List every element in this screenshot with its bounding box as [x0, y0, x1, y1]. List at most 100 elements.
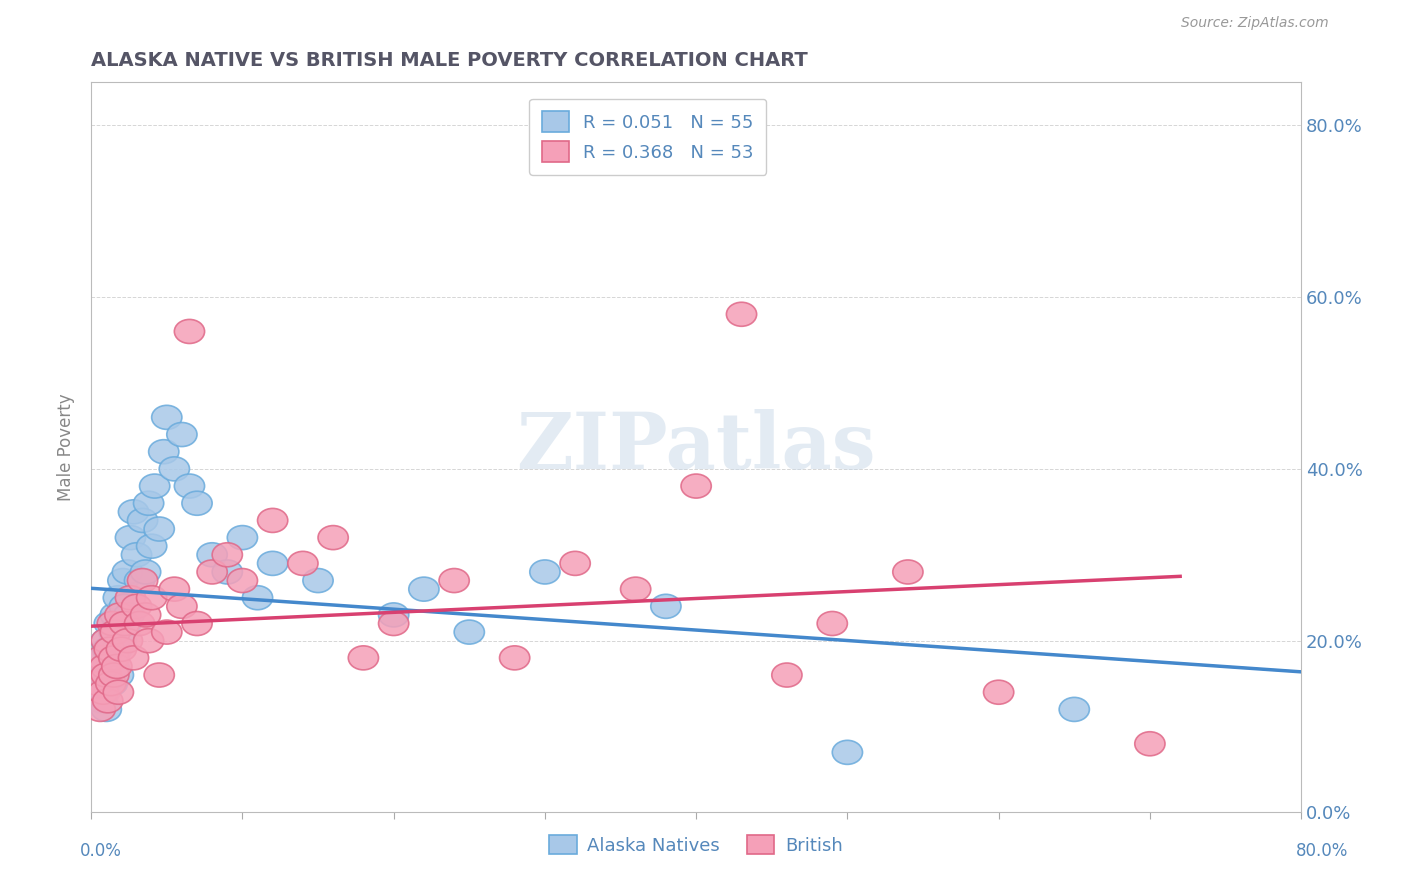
Ellipse shape — [91, 663, 121, 687]
Ellipse shape — [197, 542, 228, 566]
Ellipse shape — [499, 646, 530, 670]
Ellipse shape — [107, 637, 136, 661]
Ellipse shape — [143, 663, 174, 687]
Ellipse shape — [136, 586, 167, 610]
Ellipse shape — [817, 612, 848, 635]
Ellipse shape — [93, 637, 122, 661]
Text: 80.0%: 80.0% — [1295, 842, 1348, 860]
Ellipse shape — [174, 319, 205, 343]
Ellipse shape — [91, 698, 121, 722]
Ellipse shape — [149, 440, 179, 464]
Ellipse shape — [212, 560, 242, 584]
Ellipse shape — [87, 646, 117, 670]
Ellipse shape — [152, 620, 181, 644]
Ellipse shape — [159, 577, 190, 601]
Ellipse shape — [91, 629, 121, 653]
Ellipse shape — [94, 612, 124, 635]
Ellipse shape — [97, 612, 128, 635]
Ellipse shape — [134, 491, 163, 516]
Ellipse shape — [228, 525, 257, 549]
Ellipse shape — [98, 620, 129, 644]
Ellipse shape — [94, 637, 124, 661]
Ellipse shape — [110, 594, 139, 618]
Ellipse shape — [257, 551, 288, 575]
Ellipse shape — [159, 457, 190, 481]
Ellipse shape — [83, 672, 114, 696]
Ellipse shape — [181, 612, 212, 635]
Ellipse shape — [118, 646, 149, 670]
Y-axis label: Male Poverty: Male Poverty — [58, 393, 75, 501]
Ellipse shape — [181, 491, 212, 516]
Ellipse shape — [112, 560, 142, 584]
Ellipse shape — [114, 603, 143, 627]
Ellipse shape — [118, 500, 149, 524]
Ellipse shape — [984, 681, 1014, 705]
Ellipse shape — [832, 740, 862, 764]
Ellipse shape — [124, 568, 155, 592]
Ellipse shape — [121, 594, 152, 618]
Ellipse shape — [530, 560, 560, 584]
Ellipse shape — [893, 560, 922, 584]
Ellipse shape — [167, 594, 197, 618]
Ellipse shape — [302, 568, 333, 592]
Ellipse shape — [89, 663, 118, 687]
Ellipse shape — [228, 568, 257, 592]
Ellipse shape — [86, 698, 115, 722]
Ellipse shape — [152, 405, 181, 429]
Ellipse shape — [89, 681, 118, 705]
Ellipse shape — [378, 603, 409, 627]
Ellipse shape — [409, 577, 439, 601]
Ellipse shape — [98, 663, 129, 687]
Ellipse shape — [115, 586, 146, 610]
Ellipse shape — [98, 646, 129, 670]
Ellipse shape — [772, 663, 801, 687]
Ellipse shape — [91, 629, 121, 653]
Ellipse shape — [94, 663, 124, 687]
Ellipse shape — [1135, 731, 1166, 756]
Ellipse shape — [139, 474, 170, 498]
Ellipse shape — [681, 474, 711, 498]
Ellipse shape — [288, 551, 318, 575]
Text: 0.0%: 0.0% — [80, 842, 122, 860]
Ellipse shape — [111, 612, 141, 635]
Ellipse shape — [143, 517, 174, 541]
Ellipse shape — [103, 681, 134, 705]
Ellipse shape — [110, 612, 139, 635]
Ellipse shape — [651, 594, 681, 618]
Ellipse shape — [454, 620, 485, 644]
Ellipse shape — [115, 525, 146, 549]
Ellipse shape — [97, 672, 128, 696]
Ellipse shape — [121, 542, 152, 566]
Ellipse shape — [136, 534, 167, 558]
Ellipse shape — [727, 302, 756, 326]
Ellipse shape — [103, 586, 134, 610]
Ellipse shape — [212, 542, 242, 566]
Ellipse shape — [90, 681, 120, 705]
Ellipse shape — [257, 508, 288, 533]
Ellipse shape — [107, 612, 136, 635]
Ellipse shape — [98, 655, 129, 679]
Ellipse shape — [131, 603, 160, 627]
Ellipse shape — [101, 655, 132, 679]
Ellipse shape — [134, 629, 163, 653]
Ellipse shape — [93, 689, 122, 713]
Ellipse shape — [349, 646, 378, 670]
Ellipse shape — [197, 560, 228, 584]
Text: ALASKA NATIVE VS BRITISH MALE POVERTY CORRELATION CHART: ALASKA NATIVE VS BRITISH MALE POVERTY CO… — [91, 51, 808, 70]
Ellipse shape — [124, 612, 155, 635]
Ellipse shape — [91, 655, 121, 679]
Text: ZIPatlas: ZIPatlas — [516, 409, 876, 485]
Text: Source: ZipAtlas.com: Source: ZipAtlas.com — [1181, 16, 1329, 29]
Ellipse shape — [103, 663, 134, 687]
Ellipse shape — [167, 423, 197, 447]
Legend: R = 0.051   N = 55, R = 0.368   N = 53: R = 0.051 N = 55, R = 0.368 N = 53 — [529, 99, 766, 175]
Ellipse shape — [1059, 698, 1090, 722]
Ellipse shape — [439, 568, 470, 592]
Ellipse shape — [105, 603, 135, 627]
Ellipse shape — [100, 620, 131, 644]
Ellipse shape — [89, 646, 118, 670]
Ellipse shape — [560, 551, 591, 575]
Ellipse shape — [128, 568, 157, 592]
Ellipse shape — [108, 568, 138, 592]
Ellipse shape — [96, 646, 127, 670]
